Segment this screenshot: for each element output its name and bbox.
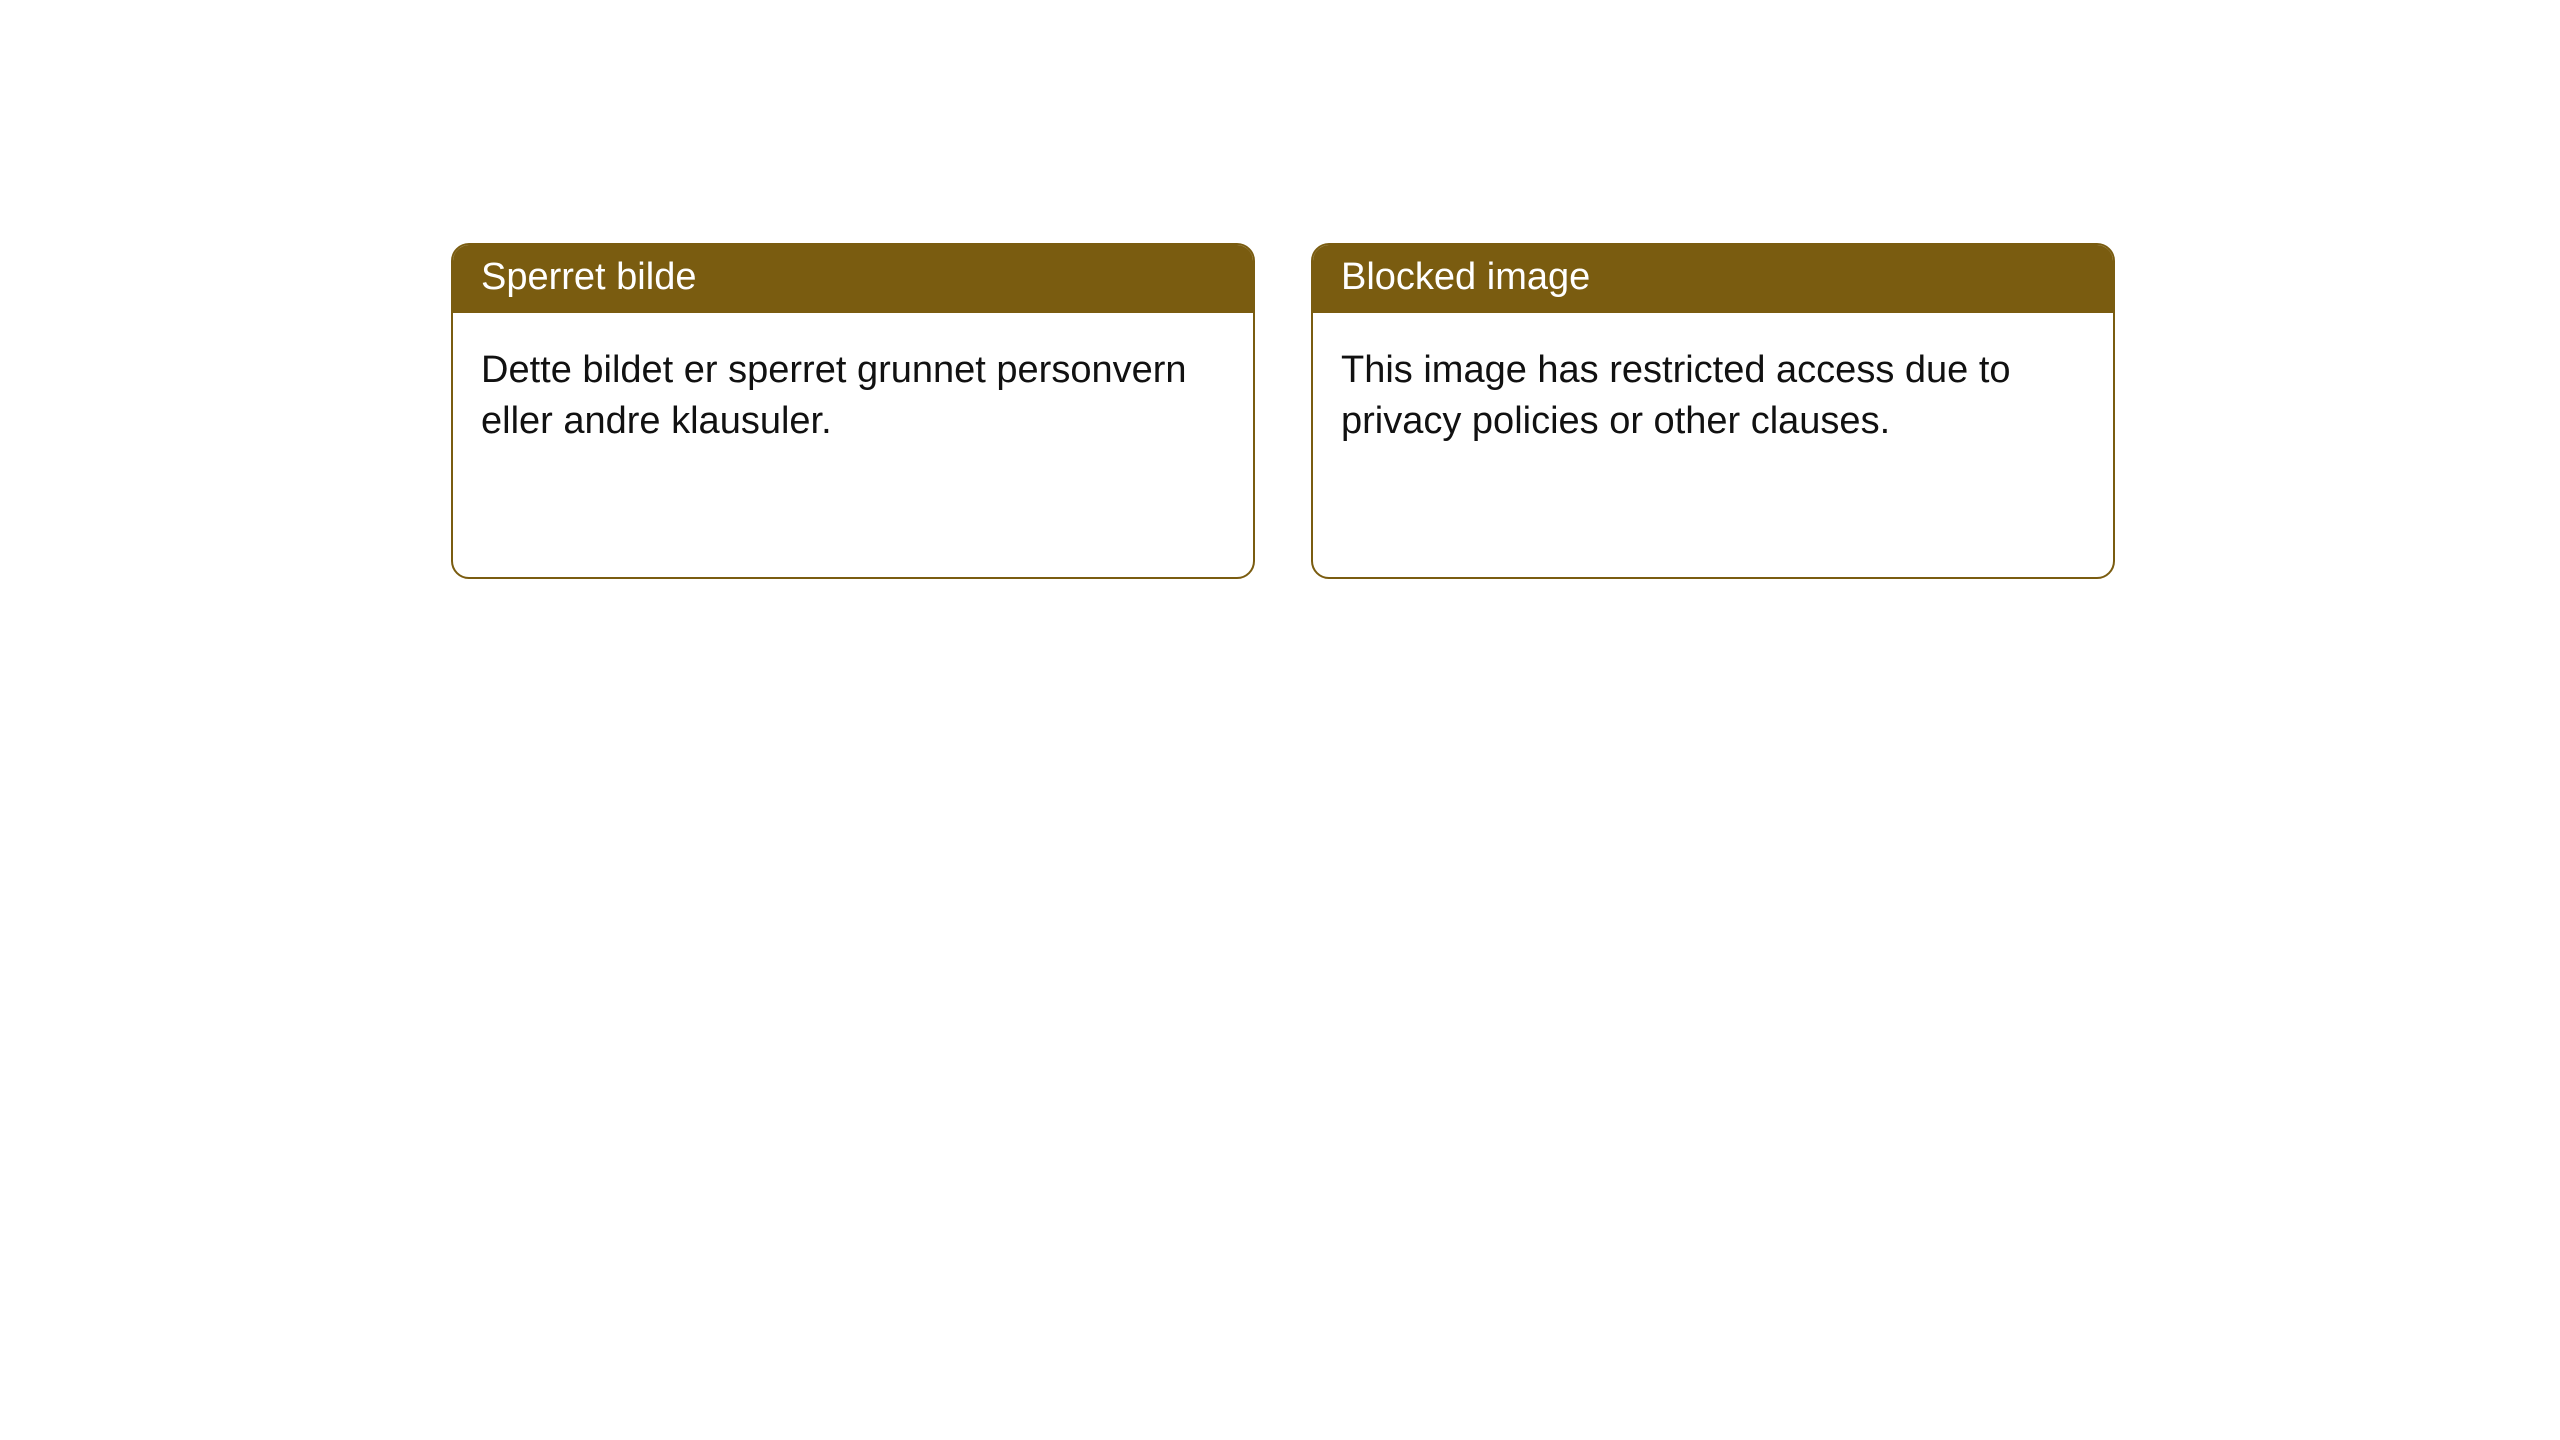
notice-body: Dette bildet er sperret grunnet personve…: [453, 313, 1253, 480]
notice-title: Sperret bilde: [453, 245, 1253, 313]
notice-title: Blocked image: [1313, 245, 2113, 313]
notice-card-english: Blocked image This image has restricted …: [1311, 243, 2115, 579]
notice-container: Sperret bilde Dette bildet er sperret gr…: [0, 0, 2560, 579]
notice-body: This image has restricted access due to …: [1313, 313, 2113, 480]
notice-card-norwegian: Sperret bilde Dette bildet er sperret gr…: [451, 243, 1255, 579]
